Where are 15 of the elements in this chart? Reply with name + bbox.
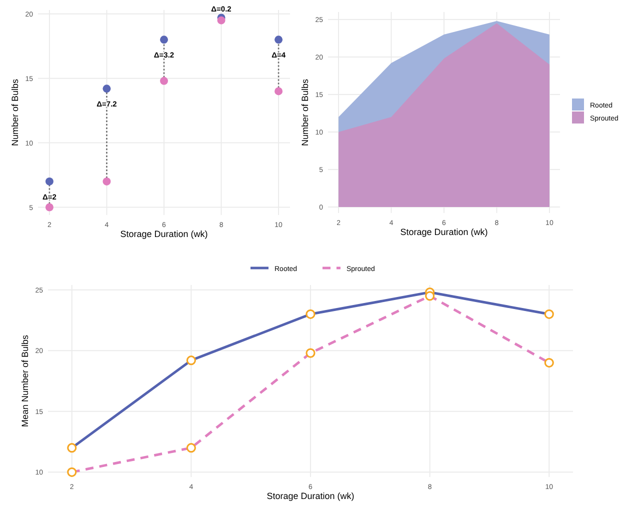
x-axis-title: Storage Duration (wk) bbox=[120, 229, 208, 239]
y-axis-title: Number of Bulbs bbox=[10, 78, 20, 146]
point bbox=[160, 76, 168, 85]
point bbox=[160, 36, 168, 44]
point bbox=[102, 84, 111, 93]
point bbox=[217, 16, 226, 24]
y-axis-title: Number of Bulbs bbox=[300, 78, 310, 146]
point bbox=[102, 177, 111, 186]
point bbox=[45, 177, 54, 186]
point bbox=[274, 87, 283, 96]
x-axis-title: Storage Duration (wk) bbox=[400, 227, 488, 237]
x-axis-title: Storage Duration (wk) bbox=[266, 491, 354, 501]
y-axis-title: Mean Number of Bulbs bbox=[20, 334, 30, 428]
point bbox=[45, 203, 54, 212]
point bbox=[274, 36, 283, 44]
